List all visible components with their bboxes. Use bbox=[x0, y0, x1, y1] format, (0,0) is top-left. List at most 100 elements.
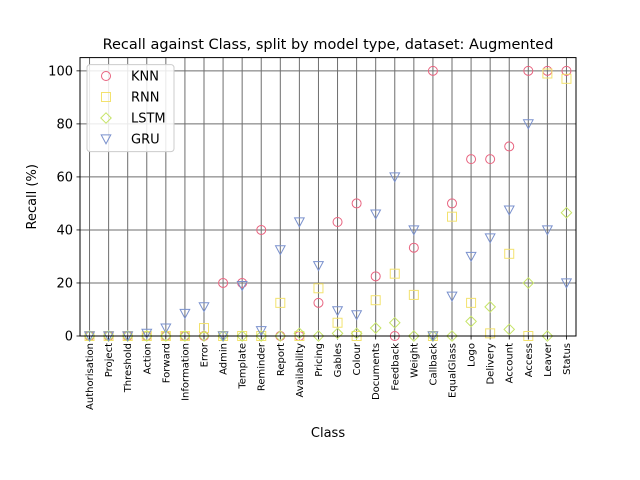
x-tick-label: Access bbox=[524, 343, 535, 377]
x-tick-label: Status bbox=[562, 343, 573, 375]
data-point bbox=[503, 323, 516, 336]
data-point bbox=[255, 326, 267, 337]
x-tick-label: Authorisation bbox=[85, 343, 96, 410]
x-tick-label: Threshold bbox=[123, 343, 134, 393]
data-point bbox=[274, 330, 287, 342]
data-point bbox=[331, 306, 344, 317]
legend-label-lstm: LSTM bbox=[131, 112, 166, 127]
data-point bbox=[332, 317, 343, 328]
data-point bbox=[465, 251, 477, 263]
data-point bbox=[274, 245, 286, 256]
x-tick-label: Report bbox=[276, 343, 287, 376]
data-point bbox=[256, 224, 267, 235]
data-point bbox=[522, 119, 534, 130]
data-point bbox=[484, 300, 497, 313]
data-point bbox=[179, 308, 191, 320]
legend-marker-gru bbox=[100, 134, 112, 145]
data-point bbox=[370, 295, 381, 306]
chart-title: Recall against Class, split by model typ… bbox=[103, 37, 554, 53]
y-axis-label: Recall (%) bbox=[25, 164, 40, 229]
y-tick-label: 20 bbox=[56, 276, 73, 291]
data-point bbox=[407, 330, 420, 342]
data-point bbox=[504, 141, 515, 152]
data-point bbox=[255, 330, 268, 342]
x-tick-label: Callback bbox=[428, 343, 439, 386]
data-point bbox=[313, 297, 324, 308]
x-tick-label: Delivery bbox=[486, 343, 497, 385]
legend-box bbox=[86, 64, 175, 153]
y-axis-ticks: 0 20 40 60 80 100 bbox=[48, 64, 80, 345]
x-tick-label: Template bbox=[238, 343, 249, 390]
data-point bbox=[369, 322, 382, 334]
data-point bbox=[408, 289, 419, 300]
data-point bbox=[560, 206, 573, 219]
data-point bbox=[331, 327, 344, 340]
x-tick-label: Feedback bbox=[390, 343, 401, 391]
data-point bbox=[198, 302, 210, 313]
data-point bbox=[179, 330, 191, 342]
data-point bbox=[484, 233, 496, 244]
x-tick-label: Error bbox=[200, 342, 211, 367]
data-point bbox=[350, 310, 363, 321]
data-point bbox=[313, 283, 324, 294]
x-tick-label: Admin bbox=[219, 343, 230, 375]
data-point bbox=[275, 297, 286, 308]
x-tick-label: Colour bbox=[352, 342, 363, 375]
y-tick-label: 80 bbox=[56, 117, 73, 132]
x-tick-label: Logo bbox=[467, 343, 478, 367]
legend-label-knn: KNN bbox=[131, 70, 159, 85]
x-tick-label: Weight bbox=[409, 343, 420, 378]
legend-label-gru: GRU bbox=[131, 133, 160, 148]
data-point bbox=[389, 268, 400, 279]
x-tick-label: Reminder bbox=[257, 342, 268, 391]
data-point bbox=[388, 316, 401, 329]
x-tick-label: Account bbox=[505, 343, 516, 383]
data-point bbox=[466, 297, 477, 308]
data-point bbox=[312, 330, 325, 342]
data-point bbox=[370, 271, 381, 282]
data-point bbox=[332, 216, 343, 227]
data-point bbox=[541, 225, 554, 236]
x-tick-label: Action bbox=[142, 343, 153, 374]
y-tick-label: 100 bbox=[48, 64, 73, 79]
data-point bbox=[561, 65, 572, 76]
data-point bbox=[447, 211, 457, 222]
data-point bbox=[522, 277, 535, 289]
data-point bbox=[198, 330, 210, 342]
data-point bbox=[199, 323, 209, 334]
data-point bbox=[503, 205, 515, 216]
data-point bbox=[370, 209, 382, 220]
data-point bbox=[485, 328, 496, 339]
data-point bbox=[312, 261, 325, 272]
data-point bbox=[560, 278, 573, 289]
x-axis-ticks: Authorisation Project Threshold Action Forwa… bbox=[85, 336, 573, 410]
y-tick-label: 0 bbox=[65, 330, 73, 345]
x-tick-label: Documents bbox=[371, 343, 382, 400]
data-point bbox=[389, 172, 401, 183]
data-point bbox=[504, 248, 515, 259]
y-tick-label: 40 bbox=[56, 223, 73, 238]
data-point bbox=[408, 242, 419, 253]
data-point bbox=[465, 315, 477, 328]
x-tick-label: Availability bbox=[295, 343, 306, 398]
data-point bbox=[485, 154, 496, 165]
plot-frame bbox=[79, 57, 577, 337]
x-tick-label: Information bbox=[180, 343, 191, 401]
data-point bbox=[218, 277, 229, 288]
legend-label-rnn: RNN bbox=[131, 91, 159, 106]
x-axis-label: Class bbox=[311, 426, 345, 441]
data-point bbox=[351, 198, 362, 209]
legend-marker-lstm bbox=[100, 112, 112, 124]
legend-marker-rnn bbox=[101, 92, 111, 102]
x-tick-label: Forward bbox=[161, 343, 172, 383]
data-point bbox=[160, 323, 172, 334]
data-point bbox=[293, 327, 306, 340]
data-point bbox=[427, 65, 438, 76]
data-point bbox=[542, 68, 553, 79]
data-point bbox=[159, 330, 172, 342]
series-lstm bbox=[83, 206, 573, 342]
data-point bbox=[408, 225, 420, 236]
data-point bbox=[236, 281, 248, 292]
data-point bbox=[466, 154, 477, 165]
